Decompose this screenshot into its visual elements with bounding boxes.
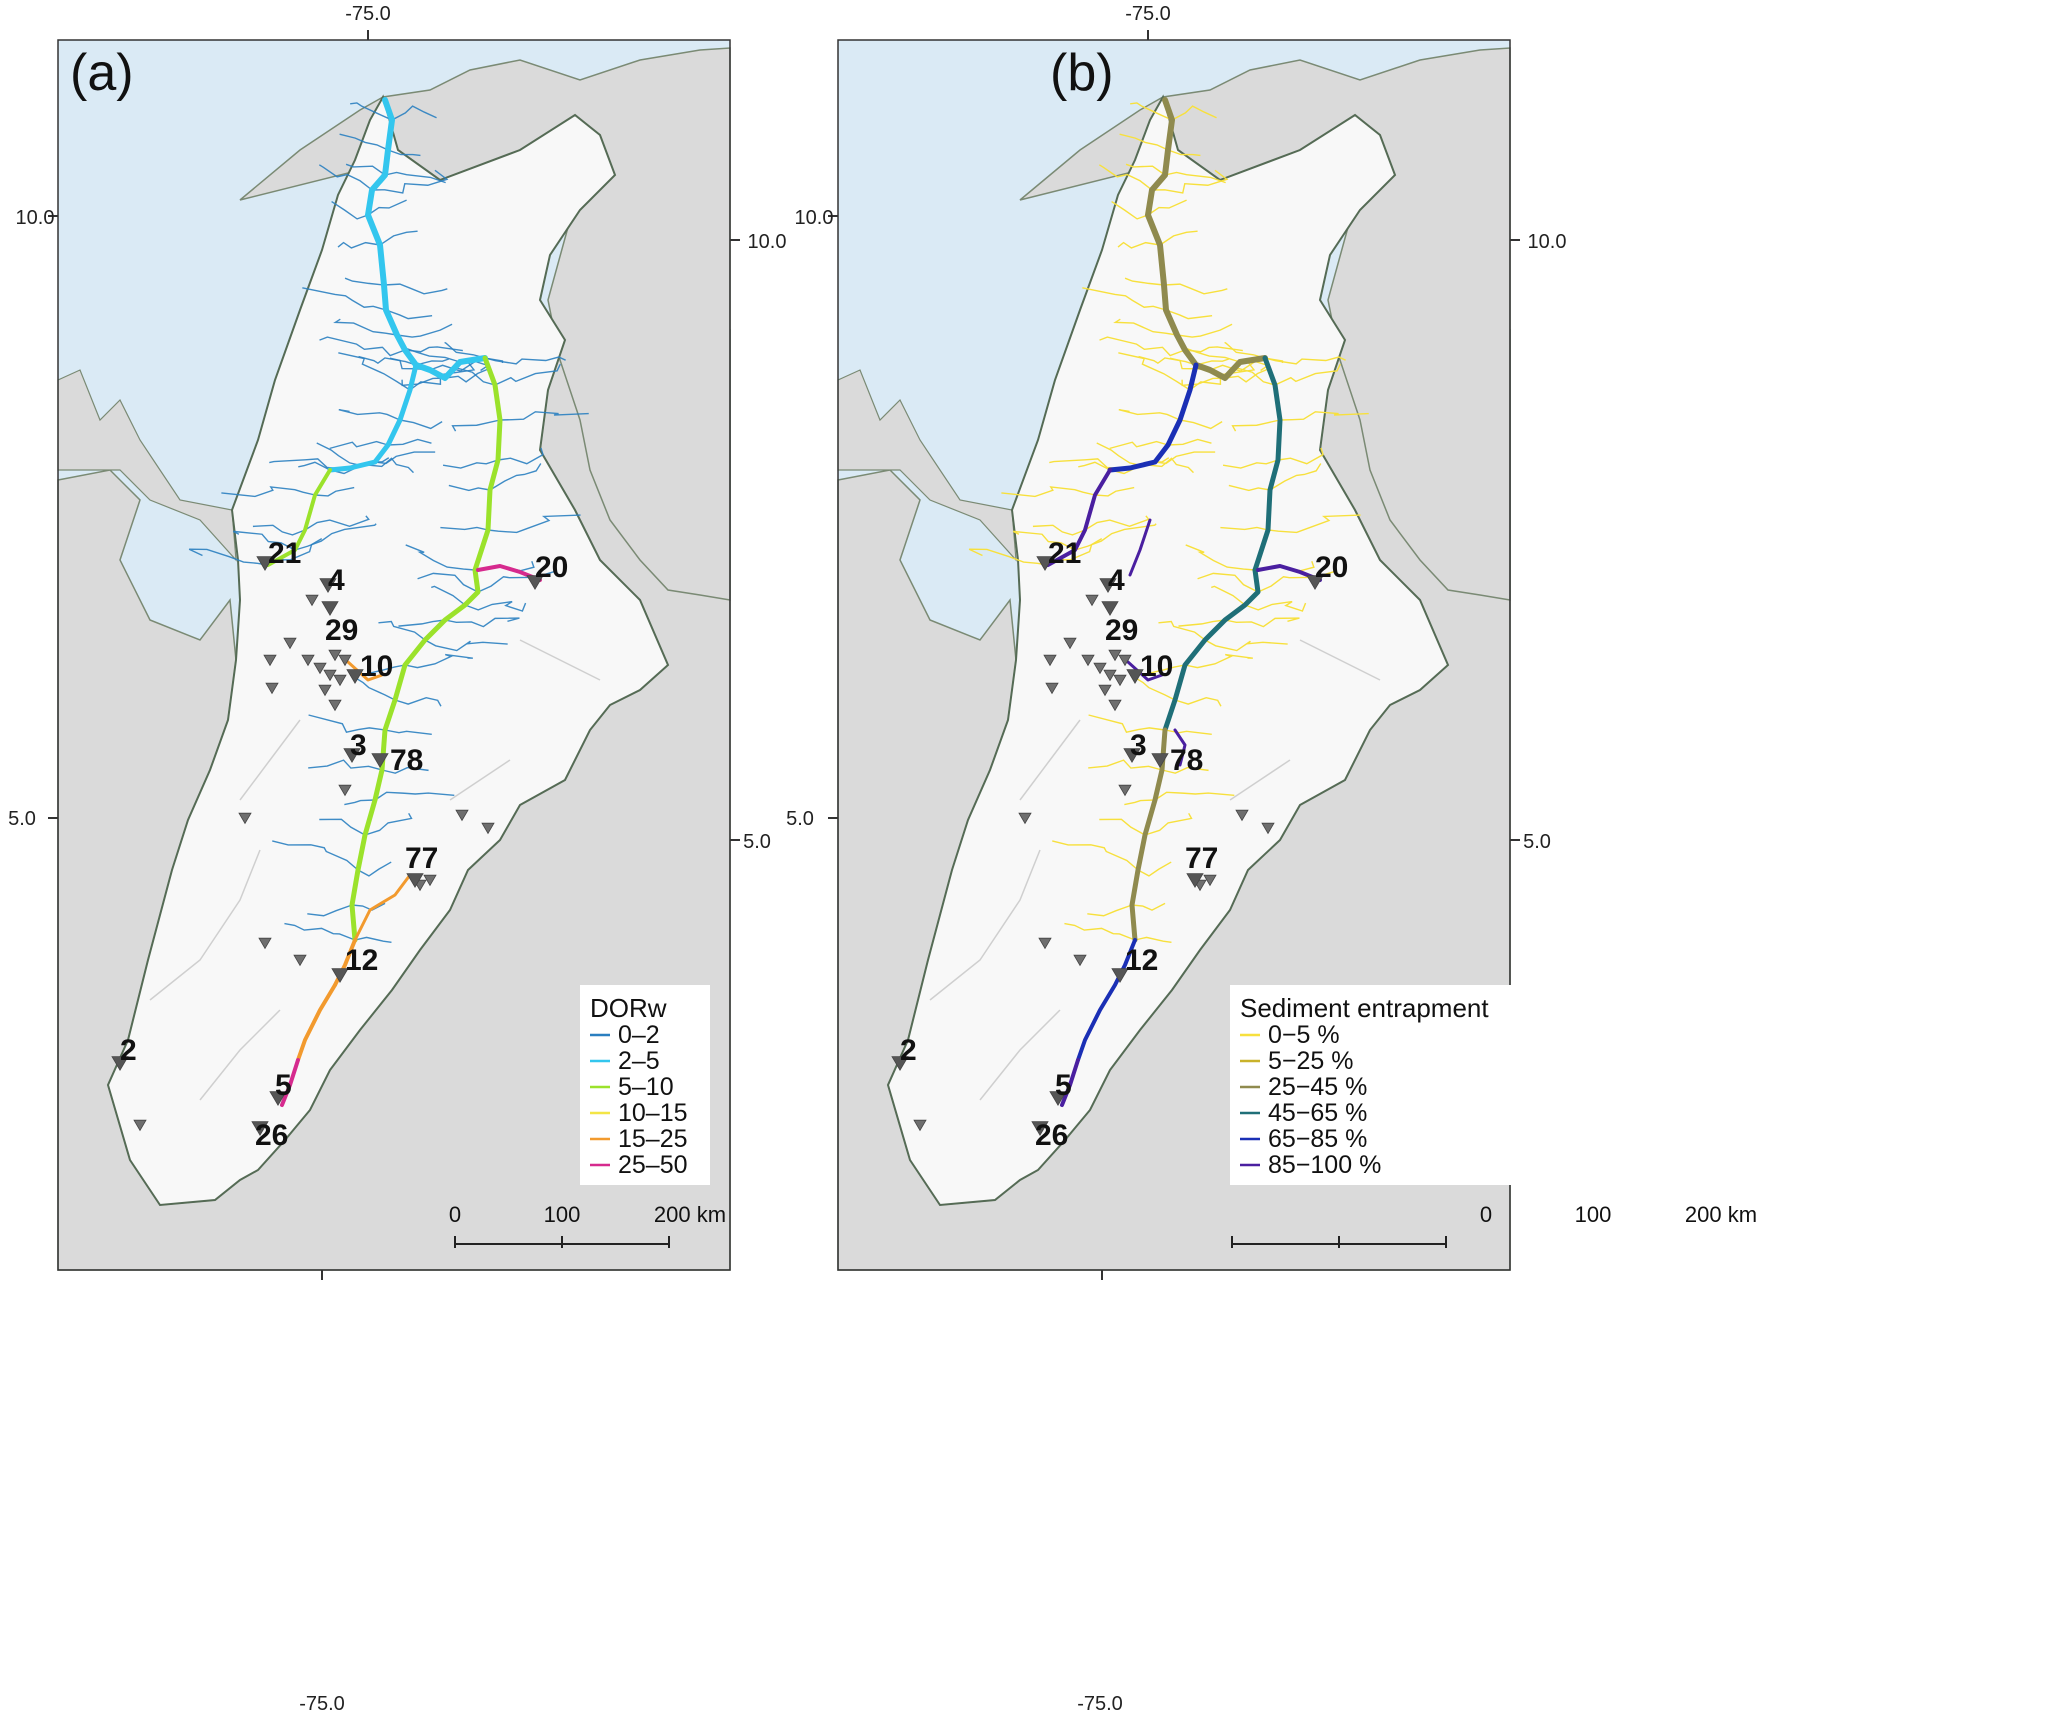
legend-items: 0−5 %5−25 %25−45 %45−65 %65−85 %85−100 % [1240, 1021, 1381, 1179]
scale-label-200: 200 km [1685, 1202, 1757, 1227]
dam-label-12: 12 [1125, 944, 1158, 977]
legend-item-label: 85−100 % [1268, 1151, 1381, 1179]
lat-label-left-bottom: 5.0 [786, 808, 814, 830]
legend-item-label: 25−45 % [1268, 1073, 1367, 1101]
lon-label-top: -75.0 [1125, 3, 1171, 25]
scale-bar-a: 0 100 200 km [449, 1202, 726, 1248]
legend-item-label: 5−25 % [1268, 1047, 1354, 1075]
dam-label-21: 21 [268, 537, 301, 570]
dam-label-78: 78 [1170, 744, 1203, 777]
dam-label-10: 10 [360, 650, 393, 683]
lat-label-right-top: 10.0 [748, 231, 787, 253]
scale-label-0: 0 [449, 1202, 461, 1227]
legend-item-label: 15–25 [618, 1125, 688, 1153]
lon-label-bottom: -75.0 [299, 1693, 345, 1715]
dam-label-21: 21 [1048, 537, 1081, 570]
legend-b: Sediment entrapment 0−5 %5−25 %25−45 %45… [1230, 985, 1526, 1185]
legend-item-label: 0–2 [618, 1021, 660, 1049]
dam-label-4: 4 [328, 564, 345, 597]
dam-label-3: 3 [1130, 729, 1147, 762]
lat-label-right-bottom: 5.0 [743, 831, 771, 853]
river-network-b [929, 97, 1381, 1107]
dam-label-10: 10 [1140, 650, 1173, 683]
panel-label: (a) [70, 44, 134, 102]
legend-item-label: 2–5 [618, 1047, 660, 1075]
legend-title: DORw [590, 993, 667, 1023]
legend-title: Sediment entrapment [1240, 993, 1489, 1023]
scale-bar-b: 0 100 200 km [1231, 1202, 1757, 1248]
dam-label-2: 2 [120, 1034, 137, 1067]
panel-label: (b) [1050, 44, 1114, 102]
legend-box [580, 985, 710, 1185]
dam-label-26: 26 [1035, 1119, 1068, 1152]
scale-label-100: 100 [1575, 1202, 1612, 1227]
legend-box [1230, 985, 1526, 1185]
dam-label-77: 77 [405, 842, 438, 875]
scale-label-0: 0 [1480, 1202, 1492, 1227]
legend-item-label: 65−85 % [1268, 1125, 1367, 1153]
dam-label-29: 29 [325, 614, 358, 647]
dam-label-26: 26 [255, 1119, 288, 1152]
scale-label-200: 200 km [654, 1202, 726, 1227]
lat-label-left-bottom: 5.0 [8, 808, 36, 830]
map-panel-a: 21 4 29 10 3 78 20 77 12 2 5 26 (a) -75.0 -75.0 10.… [0, 0, 1033, 1722]
lon-label-bottom: -75.0 [1077, 1693, 1123, 1715]
scale-label-100: 100 [544, 1202, 581, 1227]
dam-label-4: 4 [1108, 564, 1125, 597]
dam-label-29: 29 [1105, 614, 1138, 647]
map-frame-a [48, 30, 740, 1280]
dam-label-78: 78 [390, 744, 423, 777]
map-frame-b [828, 30, 1520, 1280]
lat-label-left-top: 10.0 [16, 207, 55, 229]
legend-item-label: 0−5 % [1268, 1021, 1340, 1049]
dam-label-20: 20 [535, 551, 568, 584]
legend-item-label: 45−65 % [1268, 1099, 1367, 1127]
lat-label-right-top: 10.0 [1528, 231, 1567, 253]
legend-item-label: 5–10 [618, 1073, 674, 1101]
lat-label-left-top: 10.0 [795, 207, 834, 229]
dam-label-77: 77 [1185, 842, 1218, 875]
map-geography-a [57, 40, 731, 1271]
legend-item-label: 25–50 [618, 1151, 688, 1179]
lat-label-right-bottom: 5.0 [1523, 831, 1551, 853]
dam-label-3: 3 [350, 729, 367, 762]
dam-label-5: 5 [275, 1069, 292, 1102]
dam-label-12: 12 [345, 944, 378, 977]
lon-label-top: -75.0 [345, 3, 391, 25]
river-network-a [149, 97, 601, 1107]
map-panel-b: 21 4 29 10 3 78 20 77 12 2 5 26 (b) -75.0 -75.0 10.… [780, 0, 1813, 1722]
dam-label-5: 5 [1055, 1069, 1072, 1102]
dam-label-2: 2 [900, 1034, 917, 1067]
dam-label-20: 20 [1315, 551, 1348, 584]
legend-item-label: 10–15 [618, 1099, 688, 1127]
